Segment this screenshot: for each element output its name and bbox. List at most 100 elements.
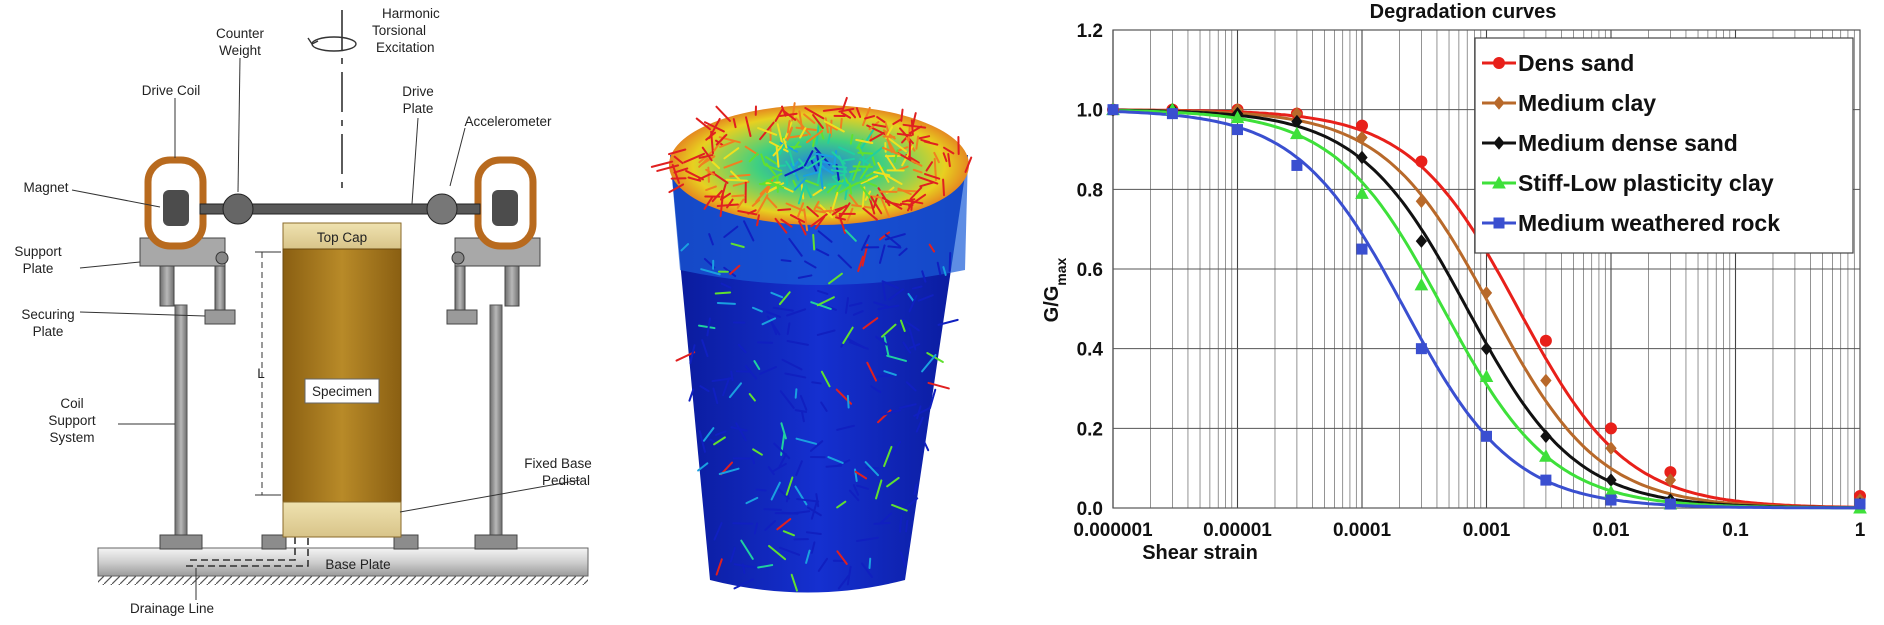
label-drainage-line: Drainage Line [130,601,214,616]
y-axis-title: G/Gmax [1041,257,1069,322]
vector-arrow [848,396,849,408]
vector-arrow [787,177,788,185]
data-point [1606,423,1617,434]
label-support: Support [14,244,62,259]
chart-title: Degradation curves [1370,1,1557,23]
y-tick-label: 1.2 [1077,21,1103,42]
left-support-post [175,305,187,545]
data-point [1167,109,1177,119]
data-point [1482,431,1492,441]
x-tick-label: 0.001 [1463,520,1511,541]
y-tick-label: 0.4 [1077,340,1104,361]
data-point [1108,105,1118,115]
label-support-plate: Plate [23,261,54,276]
vector-arrow [718,303,735,304]
legend-label: Dens sand [1518,50,1634,76]
label-coil: Coil [60,396,83,411]
left-magnet [163,190,189,226]
data-point [1494,218,1504,228]
data-point [1233,125,1243,135]
data-point [1357,244,1367,254]
x-tick-label: 0.000001 [1073,520,1153,541]
x-tick-label: 1 [1855,520,1866,541]
label-harmonic-2: Torsional [372,23,426,38]
data-point [1494,58,1505,69]
vector-arrow [869,559,870,568]
vector-arrow [813,235,814,250]
vector-arrow [820,210,834,211]
vector-arrow [727,180,747,181]
vector-arrow [732,195,744,196]
label-securing-plate: Plate [33,324,64,339]
vector-arrow [812,382,820,383]
data-point [1416,344,1426,354]
vector-arrow [757,490,766,491]
right-magnet [492,190,518,226]
x-tick-label: 0.01 [1593,520,1630,541]
vector-arrow [901,204,913,205]
data-point [1292,160,1302,170]
vector-arrow [827,466,842,467]
left-securing-plate [205,310,235,324]
vector-arrow [765,509,781,510]
vector-arrow [782,513,798,514]
label-coil-system: System [49,430,94,445]
label-weight: Weight [219,43,261,58]
vector-arrow [925,443,928,450]
y-tick-label: 1.0 [1077,101,1103,122]
data-point [1357,120,1368,131]
vector-field-svg [600,0,1020,620]
vector-arrow [796,389,797,397]
vector-arrow [782,260,791,261]
vector-arrow [758,342,772,343]
data-point [1416,156,1427,167]
label-securing: Securing [21,307,74,322]
label-plate: Plate [403,101,434,116]
vector-field-specimen [600,0,1020,620]
vector-arrow [716,293,730,294]
ground-hatch [98,576,588,585]
vector-arrow [874,523,889,524]
counter-weight [223,194,253,224]
legend-label: Medium weathered rock [1518,210,1780,236]
right-securing-plate [447,310,477,324]
label-counter: Counter [216,26,265,41]
y-tick-label: 0.6 [1077,260,1103,281]
legend-label: Medium clay [1518,90,1656,116]
label-top-cap: Top Cap [317,230,367,245]
x-tick-label: 0.0001 [1333,520,1392,541]
vector-arrow [737,371,751,372]
legend-label: Stiff-Low plasticity clay [1518,170,1774,196]
vector-arrow [901,110,902,121]
label-base-plate: Base Plate [325,557,390,572]
vector-arrow [900,516,901,532]
data-point [1855,499,1865,509]
label-magnet: Magnet [23,180,68,195]
x-tick-label: 0.00001 [1203,520,1272,541]
label-harmonic-1: Harmonic [382,6,440,21]
x-axis-title: Shear strain [1142,542,1258,564]
label-drive: Drive [402,84,434,99]
label-accelerometer: Accelerometer [464,114,552,129]
vector-arrow [850,184,851,194]
vector-arrow [841,119,842,128]
label-drive-coil: Drive Coil [142,83,201,98]
vector-arrow [906,521,907,532]
chart-svg: Degradation curves 0.00.20.40.60.81.01.2… [1020,0,1884,620]
base-pedestal [283,502,401,537]
label-specimen: Specimen [312,384,372,399]
data-point [1665,499,1675,509]
data-point [1540,335,1551,346]
vector-arrow [858,153,872,154]
label-pedistal: Pedistal [542,473,590,488]
vector-arrow [943,180,944,196]
data-point [1541,475,1551,485]
vector-arrow [950,253,951,271]
